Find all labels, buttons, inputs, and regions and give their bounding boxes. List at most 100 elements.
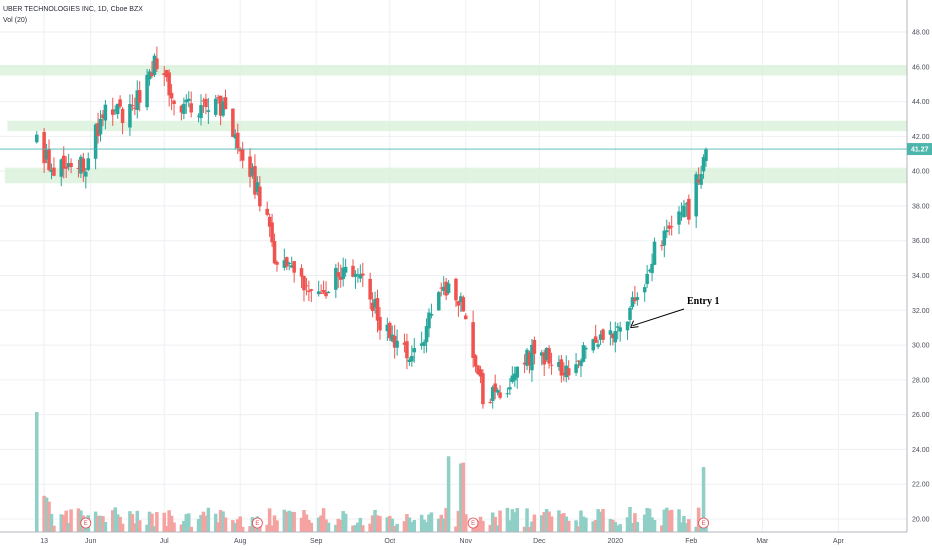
volume-bar — [186, 513, 191, 532]
volume-bar — [69, 509, 73, 532]
candle-body — [84, 171, 88, 177]
candle-body — [405, 341, 409, 359]
entry-arrow-head — [630, 320, 635, 328]
candle-body — [446, 283, 451, 293]
volume-bar — [562, 513, 566, 532]
candle-body — [47, 149, 51, 171]
candle-body — [495, 389, 500, 393]
chart-grid — [0, 0, 907, 532]
candle-body — [662, 230, 667, 246]
candle-body — [650, 263, 654, 274]
volume-bar — [96, 515, 100, 532]
candle-body — [574, 364, 578, 373]
volume-bar — [633, 513, 637, 532]
candle-body — [216, 97, 220, 99]
volume-bar — [407, 517, 412, 532]
volume-bar — [150, 513, 154, 532]
candle-body — [645, 273, 649, 285]
candle-body — [611, 333, 615, 339]
candle-body — [669, 226, 674, 228]
earnings-label: E — [471, 521, 475, 527]
volume-bar — [231, 520, 235, 532]
candle-body — [130, 105, 135, 107]
volume-bar — [321, 508, 326, 532]
earnings-circle — [467, 517, 479, 529]
candle-body — [373, 299, 377, 308]
volume-bar — [324, 519, 328, 532]
volume-bar — [221, 511, 225, 532]
volume-bar — [341, 511, 345, 532]
candle-body — [368, 278, 372, 300]
candle-body — [625, 321, 630, 331]
candle-body — [113, 109, 117, 112]
volume-bar — [115, 514, 120, 532]
volume-indicator-label: Vol (20) — [3, 17, 28, 24]
volume-bar — [493, 516, 497, 532]
candle-body — [701, 157, 706, 172]
candle-body — [456, 301, 461, 306]
volume-bar — [213, 513, 218, 532]
volume-bar — [422, 519, 426, 532]
candle-body — [402, 342, 407, 345]
candle-body — [412, 348, 417, 353]
volume-bar — [441, 518, 446, 532]
candle-body — [385, 324, 390, 332]
volume-bar — [103, 521, 108, 532]
volume-bar — [662, 509, 667, 532]
volume-bar — [343, 513, 348, 532]
volume-bar — [481, 520, 485, 532]
candle-body — [635, 297, 640, 300]
volume-bar — [542, 512, 546, 532]
volume-bar — [292, 511, 296, 532]
x-tick-label: Mar — [756, 538, 769, 545]
volume-bar — [498, 510, 502, 532]
candle-body — [152, 55, 157, 75]
volume-bar — [155, 512, 159, 532]
volume-bar — [574, 520, 578, 532]
candle-body — [128, 104, 132, 128]
volume-bar — [419, 514, 424, 532]
candle-body — [267, 216, 272, 227]
volume-bar — [525, 508, 529, 532]
candle-body — [633, 297, 637, 302]
y-tick-label: 46.00 — [912, 64, 930, 71]
volume-bar — [201, 511, 206, 532]
candle-body — [505, 393, 510, 395]
y-tick-label: 42.00 — [912, 134, 930, 141]
volume-bar — [356, 522, 360, 532]
candle-body — [696, 179, 701, 183]
candle-body — [356, 274, 360, 276]
volume-bar — [285, 511, 289, 532]
volume-bar — [167, 510, 171, 532]
volume-bar — [299, 517, 304, 532]
candle-body — [584, 347, 588, 350]
candle-body — [437, 292, 441, 311]
volume-bar — [66, 522, 71, 532]
candle-body — [647, 270, 652, 272]
candle-body — [35, 134, 39, 143]
volume-bar — [615, 525, 620, 532]
y-tick-label: 36.00 — [912, 238, 930, 245]
volume-bar — [559, 513, 564, 532]
candle-body — [461, 297, 466, 312]
candle-body — [508, 387, 512, 390]
volume-bar — [353, 525, 358, 532]
volume-bar — [701, 467, 706, 532]
volume-bar — [557, 510, 561, 532]
candle-body — [679, 213, 684, 215]
candle-body — [137, 90, 142, 103]
volume-bar — [429, 512, 434, 532]
candle-body — [135, 90, 140, 110]
candle-body — [704, 149, 708, 162]
candle-body — [660, 245, 664, 247]
x-tick-label: Jun — [85, 538, 96, 545]
candle-body — [201, 100, 206, 102]
volume-bar — [687, 519, 691, 532]
volume-bar — [405, 514, 409, 532]
volume-bar — [402, 521, 407, 532]
earnings-icon: E — [80, 517, 92, 529]
volume-bar — [505, 507, 510, 532]
volume-bar — [351, 525, 355, 532]
